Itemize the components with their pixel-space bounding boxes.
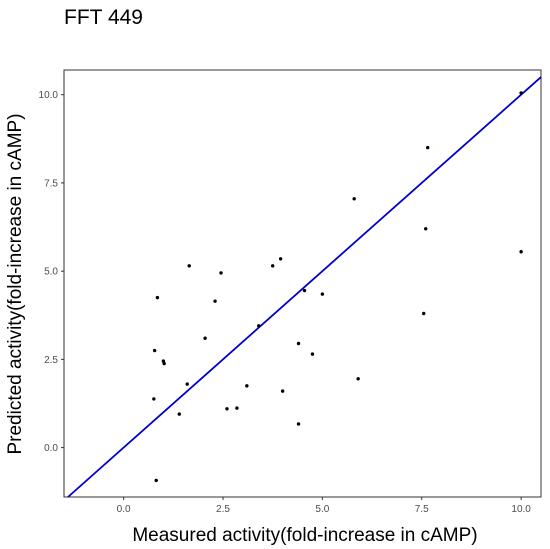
points-group: [152, 91, 523, 483]
plot-area: [63, 69, 542, 498]
y-tick-label: 10.0: [39, 90, 59, 101]
data-point: [162, 361, 166, 366]
y-tick-label: 2.5: [44, 355, 58, 366]
x-tick-label: 2.5: [216, 504, 230, 515]
data-point: [519, 250, 523, 254]
y-tick-label: 7.5: [44, 178, 58, 189]
x-tick-label: 10.0: [511, 504, 531, 515]
x-tick-label: 7.5: [415, 504, 429, 515]
x-axis-ticks: 0.0 2.5 5.0 7.5 10.0: [117, 497, 531, 515]
plot-panel-border: [63, 69, 542, 498]
x-tick-label: 5.0: [315, 504, 329, 515]
data-point: [356, 377, 360, 381]
data-point: [152, 397, 156, 401]
data-point: [154, 478, 158, 483]
data-point: [257, 324, 261, 328]
y-tick-label: 0.0: [44, 443, 58, 454]
data-point: [177, 412, 181, 416]
data-point: [152, 348, 157, 353]
data-point: [302, 288, 307, 293]
data-point: [185, 382, 189, 386]
data-point: [280, 389, 285, 393]
data-point: [352, 197, 356, 201]
identity-line-group: [67, 76, 542, 498]
data-point: [219, 271, 223, 275]
y-tick-label: 5.0: [44, 267, 58, 278]
data-point: [424, 227, 428, 231]
data-point: [245, 384, 249, 388]
y-axis-ticks: 0.0 2.5 5.0 7.5 10.0: [39, 90, 64, 454]
y-axis-title: Predicted activity(fold-increase in cAMP…: [5, 113, 26, 454]
data-point: [203, 336, 207, 340]
data-point: [213, 299, 217, 303]
x-axis-title: Measured activity(fold-increase in cAMP): [132, 525, 477, 546]
data-point: [235, 406, 239, 410]
data-point: [155, 295, 160, 300]
data-point: [519, 91, 523, 95]
data-point: [225, 407, 229, 411]
data-point: [278, 257, 283, 261]
x-tick-label: 0.0: [117, 504, 131, 515]
data-point: [296, 341, 301, 346]
data-point: [310, 352, 315, 356]
data-point: [320, 292, 325, 296]
chart-title: FFT 449: [64, 6, 143, 29]
data-point: [422, 311, 426, 316]
data-point: [296, 422, 301, 426]
data-point: [187, 264, 191, 268]
data-point: [426, 145, 430, 150]
data-point: [270, 264, 275, 268]
identity-line: [67, 76, 542, 498]
